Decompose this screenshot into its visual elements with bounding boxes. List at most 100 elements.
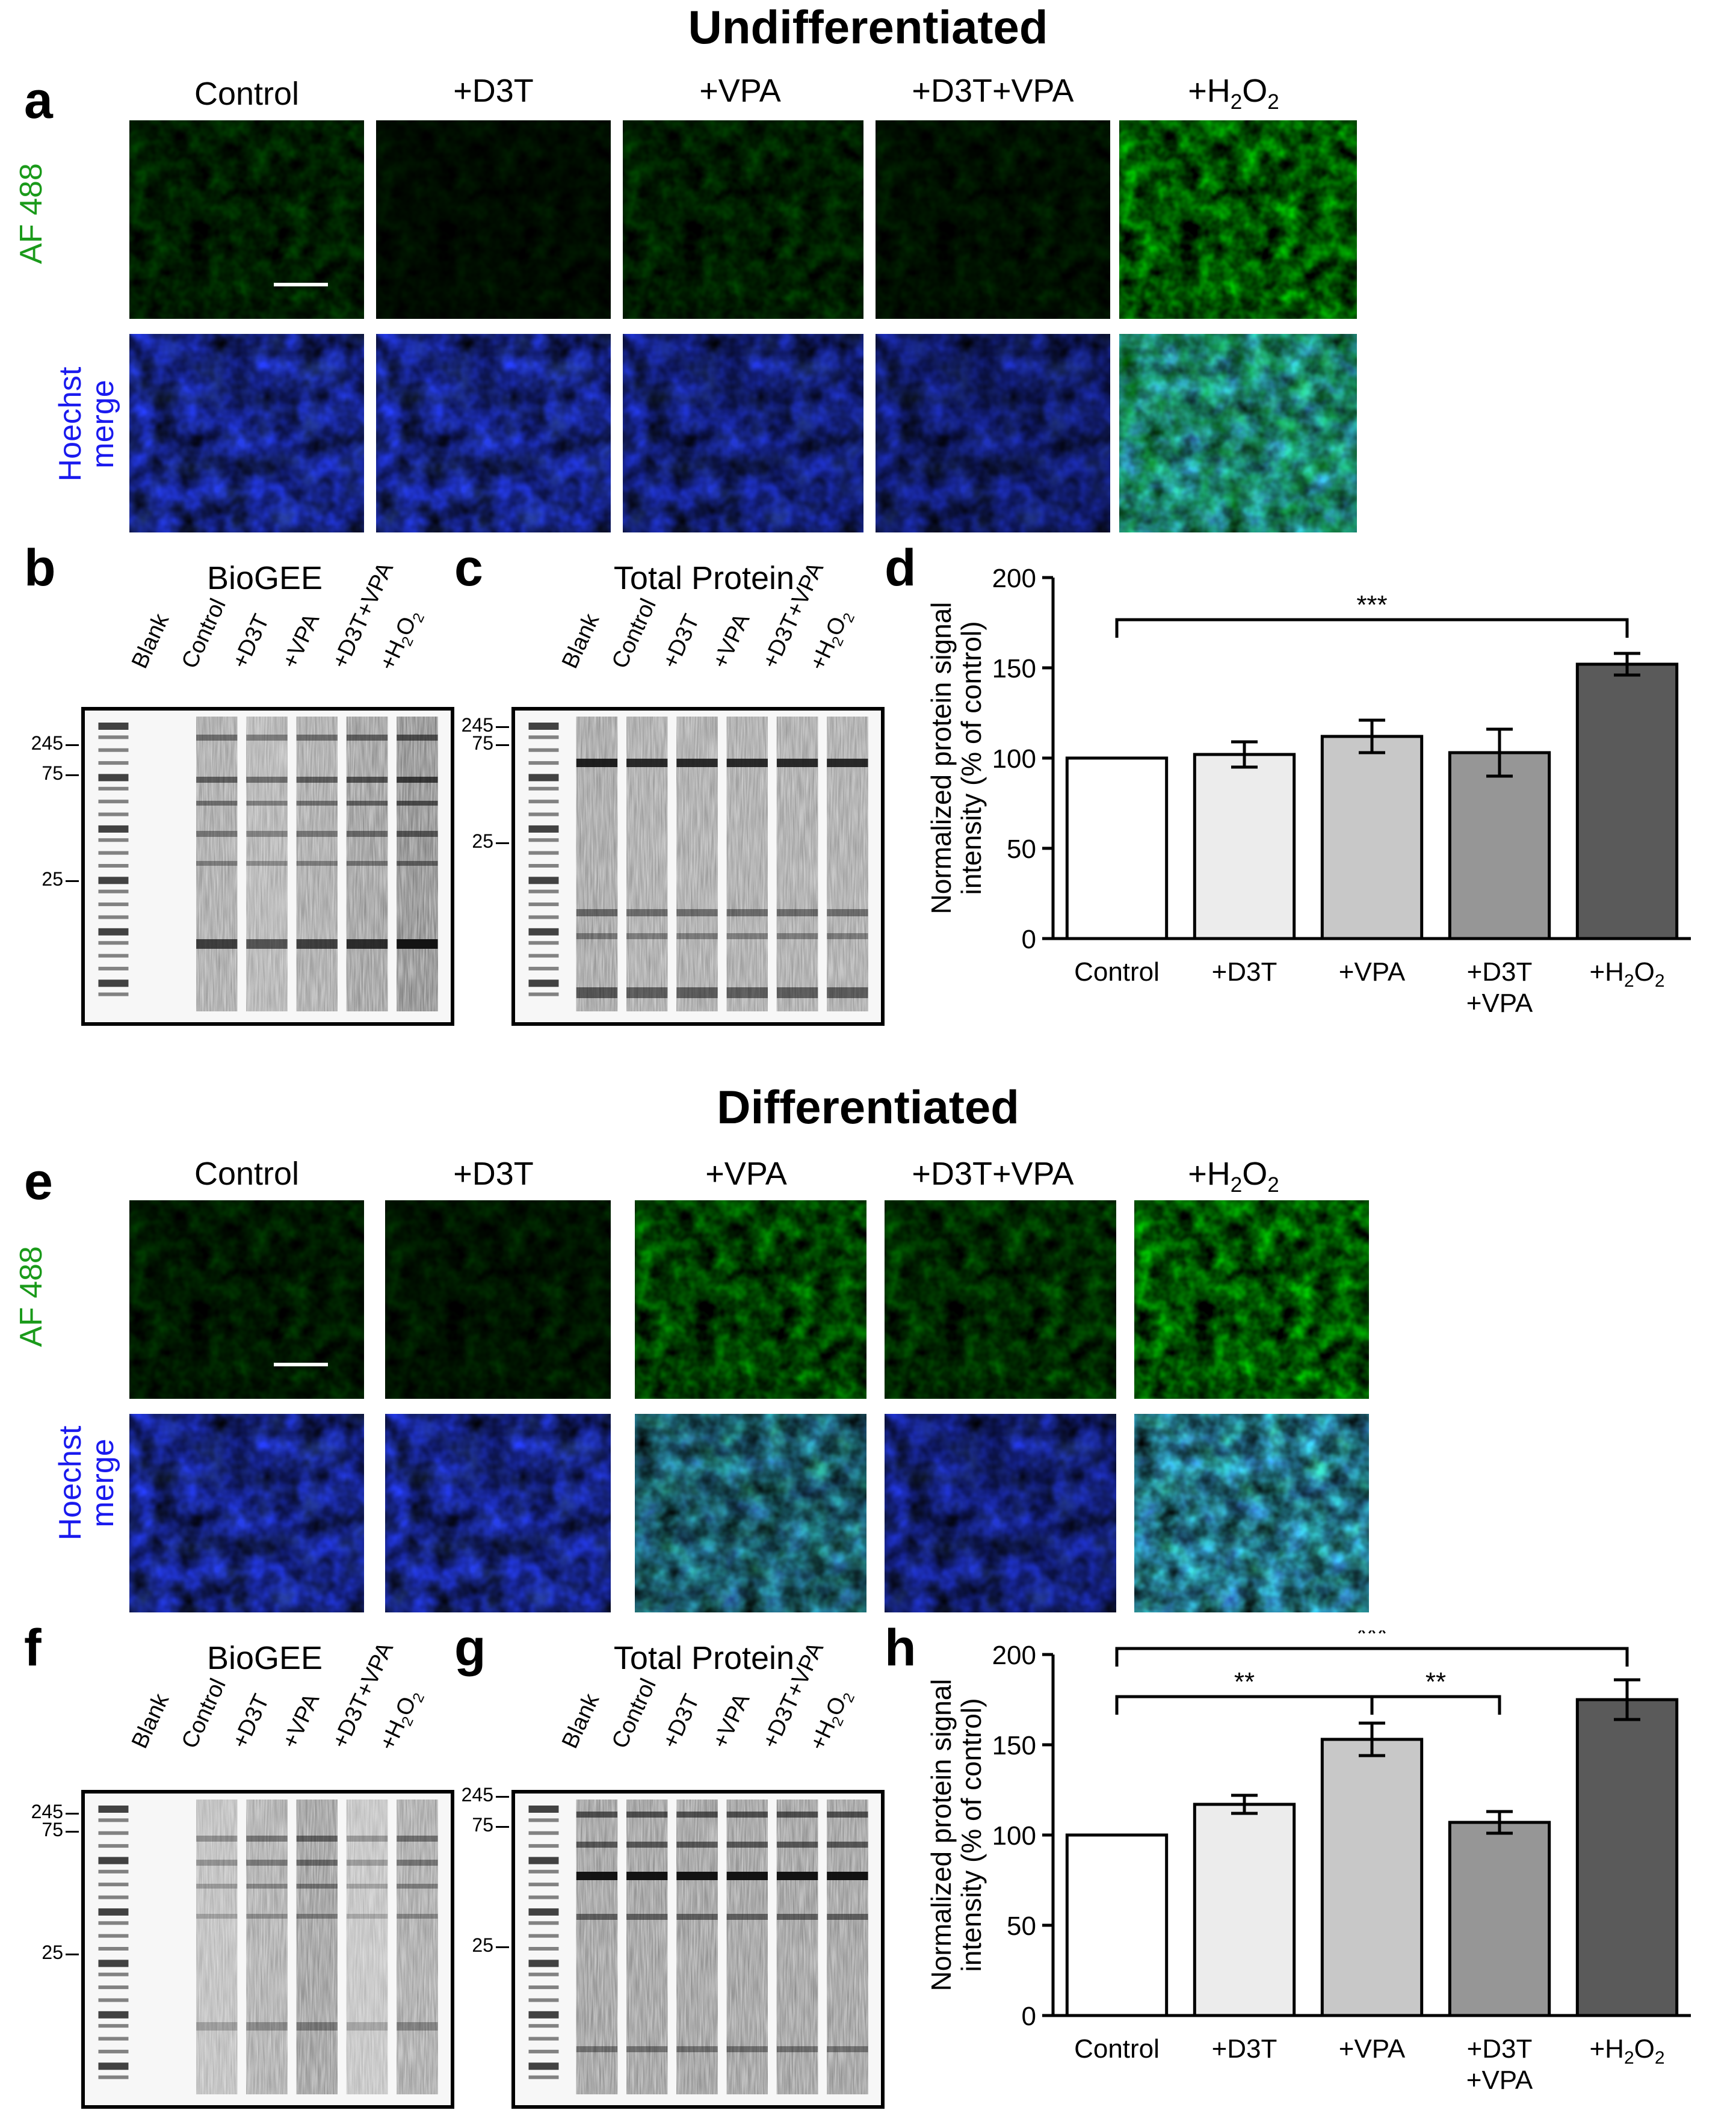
x-tick-label: +VPA bbox=[1339, 957, 1406, 987]
x-tick-label: Control bbox=[1074, 2034, 1160, 2064]
significance-label: ** bbox=[1426, 1667, 1446, 1697]
micrograph-merge-undiff-vpa bbox=[623, 334, 863, 532]
blot-c-total-protein-lane-label: +VPA bbox=[708, 609, 755, 673]
blot-f-biogee-lane-label: Control bbox=[177, 1674, 232, 1753]
micrograph-af488-undiff-d3t bbox=[376, 120, 611, 319]
y-axis-label: Normalized protein signalintensity (% of… bbox=[927, 602, 987, 914]
micrograph-af488-undiff-d3t-vpa bbox=[876, 120, 1110, 319]
micrograph-merge-diff-control bbox=[129, 1414, 364, 1612]
micrograph-af488-undiff-vpa bbox=[623, 120, 863, 319]
error-bar bbox=[1614, 652, 1640, 677]
x-tick-label: +H2O2 bbox=[1589, 957, 1664, 991]
micrograph-merge-diff-h2o2 bbox=[1134, 1414, 1369, 1612]
blot-g-total-protein-mw-marker: 245 bbox=[461, 1784, 493, 1806]
title-differentiated: Differentiated bbox=[717, 1081, 1019, 1134]
title-undifferentiated: Undifferentiated bbox=[688, 1, 1048, 54]
x-tick-label: +D3T bbox=[1212, 957, 1277, 987]
panel-letter-a: a bbox=[24, 72, 53, 129]
row-label-af488-a: AF 488 bbox=[14, 163, 49, 264]
x-tick-label: +D3T +VPA bbox=[1466, 2034, 1533, 2095]
micrograph-af488-diff-d3t-vpa bbox=[885, 1200, 1116, 1399]
blot-c-total-protein-mw-marker: 25 bbox=[472, 830, 493, 852]
micrograph-merge-diff-d3t-vpa bbox=[885, 1414, 1116, 1612]
col-label-vpa-a: +VPA bbox=[699, 73, 781, 109]
blot-title-f: BioGEE bbox=[206, 1640, 323, 1676]
blot-f-biogee bbox=[81, 1790, 454, 2109]
y-axis-label-line: intensity (% of control) bbox=[956, 621, 987, 895]
y-axis-label-line: Normalized protein signal bbox=[927, 602, 957, 914]
micrograph-af488-undiff-control bbox=[129, 120, 364, 319]
blot-f-biogee-lane-label: Blank bbox=[127, 1689, 175, 1753]
blot-b-biogee-lane-label: +D3T bbox=[227, 610, 274, 673]
error-bar bbox=[1231, 740, 1258, 769]
panel-letter-e: e bbox=[24, 1153, 53, 1211]
y-axis-label-line: intensity (% of control) bbox=[956, 1698, 987, 1972]
micrograph-af488-diff-h2o2 bbox=[1134, 1200, 1369, 1399]
y-tick-label: 0 bbox=[1022, 2002, 1036, 2031]
bar-2 bbox=[1320, 735, 1424, 940]
bar-1 bbox=[1193, 1803, 1296, 2017]
x-tick-label: +VPA bbox=[1339, 2034, 1406, 2064]
col-label-vpa-e: +VPA bbox=[705, 1156, 787, 1192]
error-bar bbox=[1486, 1810, 1513, 1835]
blot-g-total-protein-lane-label: Blank bbox=[557, 1689, 605, 1753]
blot-title-g: Total Protein bbox=[613, 1640, 795, 1676]
blot-f-biogee-lane-label: +D3T bbox=[227, 1690, 274, 1753]
blot-b-biogee-lane-label: Control bbox=[177, 594, 232, 673]
blot-b-biogee-mw-marker: 245 bbox=[31, 732, 63, 754]
col-label-d3t-vpa-e: +D3T+VPA bbox=[912, 1156, 1074, 1192]
micrograph-af488-diff-vpa bbox=[635, 1200, 866, 1399]
y-tick-label: 200 bbox=[992, 564, 1036, 593]
blot-c-total-protein-lane-label: Control bbox=[607, 594, 662, 673]
micrograph-merge-undiff-h2o2 bbox=[1119, 334, 1357, 532]
row-label-af488-e: AF 488 bbox=[14, 1246, 49, 1347]
error-bar bbox=[1359, 1721, 1385, 1757]
bar-3 bbox=[1448, 1821, 1551, 2017]
blot-b-biogee-mw-marker: 75 bbox=[42, 762, 63, 784]
col-label-h2o2-e: +H2O2 bbox=[1188, 1156, 1279, 1197]
row-label-hoechst-a: Hoechst merge bbox=[53, 366, 120, 482]
panel-letter-c: c bbox=[454, 539, 483, 597]
y-axis-label: Normalized protein signalintensity (% of… bbox=[927, 1679, 987, 1991]
blot-b-biogee-lane-label: +VPA bbox=[277, 609, 325, 673]
y-tick-label: 50 bbox=[1007, 834, 1036, 864]
bar-3 bbox=[1448, 751, 1551, 940]
bar-4 bbox=[1575, 1698, 1679, 2017]
blot-g-total-protein-mw-marker: 75 bbox=[472, 1814, 493, 1836]
error-bar bbox=[1486, 727, 1513, 778]
micrograph-merge-undiff-d3t-vpa bbox=[876, 334, 1110, 532]
x-tick-label: +D3T bbox=[1212, 2034, 1277, 2064]
blot-g-total-protein-lane-label: +H2O2 bbox=[805, 1691, 858, 1754]
bar-0 bbox=[1065, 1833, 1169, 2017]
blot-f-biogee-mw-marker: 245 bbox=[31, 1801, 63, 1822]
blot-g-total-protein bbox=[511, 1790, 885, 2109]
micrograph-af488-undiff-h2o2 bbox=[1119, 120, 1357, 319]
blot-c-total-protein-mw-marker: 75 bbox=[472, 732, 493, 754]
bar-2 bbox=[1320, 1738, 1424, 2017]
col-label-h2o2-a: +H2O2 bbox=[1188, 73, 1279, 114]
blot-c-total-protein-lane-label: +H2O2 bbox=[805, 611, 858, 674]
micrograph-merge-undiff-control bbox=[129, 334, 364, 532]
blot-g-total-protein-lane-label: Control bbox=[607, 1674, 662, 1753]
blot-f-biogee-mw-marker: 75 bbox=[42, 1819, 63, 1840]
significance-bracket: *** bbox=[1115, 1630, 1629, 1667]
blot-f-biogee-lane-label: +VPA bbox=[277, 1689, 325, 1753]
y-tick-label: 150 bbox=[992, 1731, 1036, 1760]
blot-g-total-protein-mw-marker: 25 bbox=[472, 1934, 493, 1956]
y-tick-label: 0 bbox=[1022, 925, 1036, 954]
col-label-control-a: Control bbox=[194, 76, 300, 112]
blot-b-biogee-mw-marker: 25 bbox=[42, 868, 63, 890]
significance-bracket: ** bbox=[1115, 1667, 1374, 1715]
bar-1 bbox=[1193, 753, 1296, 940]
blot-f-biogee-lane-label: +H2O2 bbox=[374, 1691, 428, 1754]
panel-letter-g: g bbox=[454, 1619, 486, 1677]
error-bar bbox=[1231, 1794, 1258, 1815]
blot-c-total-protein bbox=[511, 707, 885, 1026]
panel-letter-f: f bbox=[24, 1619, 42, 1677]
col-label-d3t-vpa-a: +D3T+VPA bbox=[912, 73, 1074, 109]
significance-label: ** bbox=[1234, 1667, 1255, 1697]
y-tick-label: 150 bbox=[992, 654, 1036, 683]
x-tick-label: +H2O2 bbox=[1589, 2034, 1664, 2068]
micrograph-af488-diff-control bbox=[129, 1200, 364, 1399]
blot-b-biogee bbox=[81, 707, 454, 1026]
